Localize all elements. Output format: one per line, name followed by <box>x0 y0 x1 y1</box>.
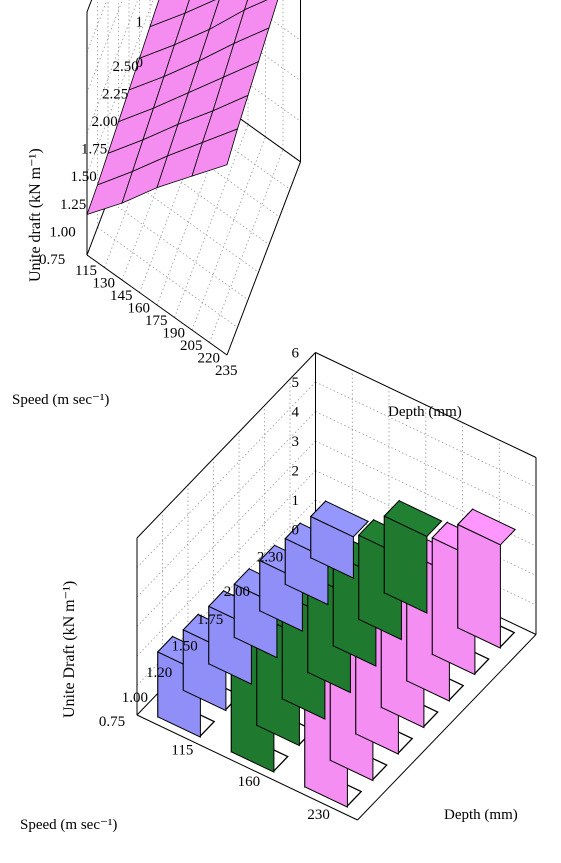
z-tick-label: 0 <box>136 55 144 71</box>
back-wall-grid-z <box>315 411 537 517</box>
y-tick-label: 1.50 <box>71 169 97 185</box>
z-tick-label: 3 <box>292 434 300 450</box>
z-tick-label: 2 <box>292 464 300 480</box>
floor-grid-x <box>209 149 284 343</box>
y-tick-label: 1.50 <box>172 639 198 655</box>
surface-patch <box>173 0 220 46</box>
y-axis-label: Speed (m sec⁻¹) <box>12 392 109 408</box>
floor-grid-x <box>191 136 266 331</box>
x-axis-label: Depth (mm) <box>444 807 518 823</box>
y-tick-label: 2.00 <box>92 114 118 130</box>
side-wall-grid-z <box>86 0 154 175</box>
surface-patch <box>184 0 216 14</box>
z-tick-label: 1 <box>136 14 144 30</box>
x-tick-label: 145 <box>110 288 133 304</box>
bar-front <box>457 523 501 649</box>
axis-edge <box>136 352 316 539</box>
axis-edge <box>357 634 537 821</box>
x-tick-label: 115 <box>75 263 97 279</box>
surface-patch <box>243 0 268 11</box>
y-tick-label: 1.00 <box>122 690 148 706</box>
z-tick-label: 0 <box>292 523 300 539</box>
y-tick-label: 0.75 <box>39 252 65 268</box>
surface-chart: 01234561151301451601751902052202350.751.… <box>12 0 462 420</box>
side-wall-grid-z <box>86 0 92 13</box>
surface-patch <box>149 0 190 28</box>
axis-edge <box>86 254 228 356</box>
bars <box>156 499 517 808</box>
x-tick-label: 235 <box>215 363 238 379</box>
z-tick-label: 5 <box>292 375 300 391</box>
floor-grid-x <box>174 124 249 318</box>
surface-patch <box>233 0 279 45</box>
z-axis-label: Unite draft (kN m⁻¹) <box>27 148 44 282</box>
y-axis-label: Speed (m sec⁻¹) <box>20 817 117 833</box>
x-tick-label: 160 <box>238 774 261 790</box>
bar3d-chart: 0 1 2 3 4 5 6 0.75 1.00 1.201.50 1.752.00 2.30 115 16… <box>20 346 537 833</box>
back-wall-grid-z <box>315 381 537 488</box>
tick-labels: 0 1 2 3 4 5 6 0.75 1.00 1.201.50 1.752.00 2.30 115 16… <box>99 346 330 824</box>
x-tick-label: 115 <box>171 742 193 758</box>
y-tick-label: 2.30 <box>257 550 283 566</box>
z-tick-label: 6 <box>292 346 300 362</box>
surface-patch <box>208 0 248 31</box>
side-wall-grid-z <box>136 470 316 657</box>
y-tick-label: 2.50 <box>113 59 139 75</box>
y-tick-label: 2.25 <box>102 86 128 102</box>
y-tick-label: 1.25 <box>60 197 86 213</box>
bar-top <box>383 500 443 538</box>
x-tick-label: 205 <box>180 338 203 354</box>
bar-top <box>309 500 370 538</box>
z-tick-label: 4 <box>292 405 300 421</box>
y-tick-label: 2.00 <box>224 584 250 600</box>
y-tick-label: 1.20 <box>146 665 172 681</box>
x-tick-label: 160 <box>128 301 151 317</box>
floor-grid-y <box>97 227 238 328</box>
floor-grid-y <box>107 199 249 301</box>
axis-edge <box>86 0 93 13</box>
x-tick-label: 190 <box>163 326 186 342</box>
back-wall-grid-z <box>315 440 537 547</box>
side-wall-grid-z <box>136 381 316 568</box>
side-wall-grid-z <box>136 411 316 598</box>
back-wall-grid-z <box>315 470 537 576</box>
x-axis-label: Depth (mm) <box>388 404 462 420</box>
axis-edge <box>136 714 358 821</box>
axis-edge <box>315 352 537 458</box>
x-tick-label: 230 <box>307 807 330 823</box>
y-tick-label: 1.75 <box>197 612 223 628</box>
z-tick-label: 1 <box>292 493 300 509</box>
x-tick-label: 220 <box>198 351 221 367</box>
x-tick-label: 175 <box>145 313 168 329</box>
tick-labels: 01234561151301451601751902052202350.751.… <box>39 14 238 379</box>
z-axis-label: Unite Draft (kN m⁻¹) <box>61 581 78 718</box>
axis-edge <box>226 161 301 356</box>
y-tick-label: 1.75 <box>81 142 107 158</box>
y-tick-label: 0.75 <box>99 714 125 730</box>
surface <box>86 0 279 216</box>
x-tick-label: 130 <box>93 276 116 292</box>
side-wall-grid-z <box>136 440 316 627</box>
y-tick-label: 1.00 <box>50 224 76 240</box>
bar-top <box>456 508 517 546</box>
